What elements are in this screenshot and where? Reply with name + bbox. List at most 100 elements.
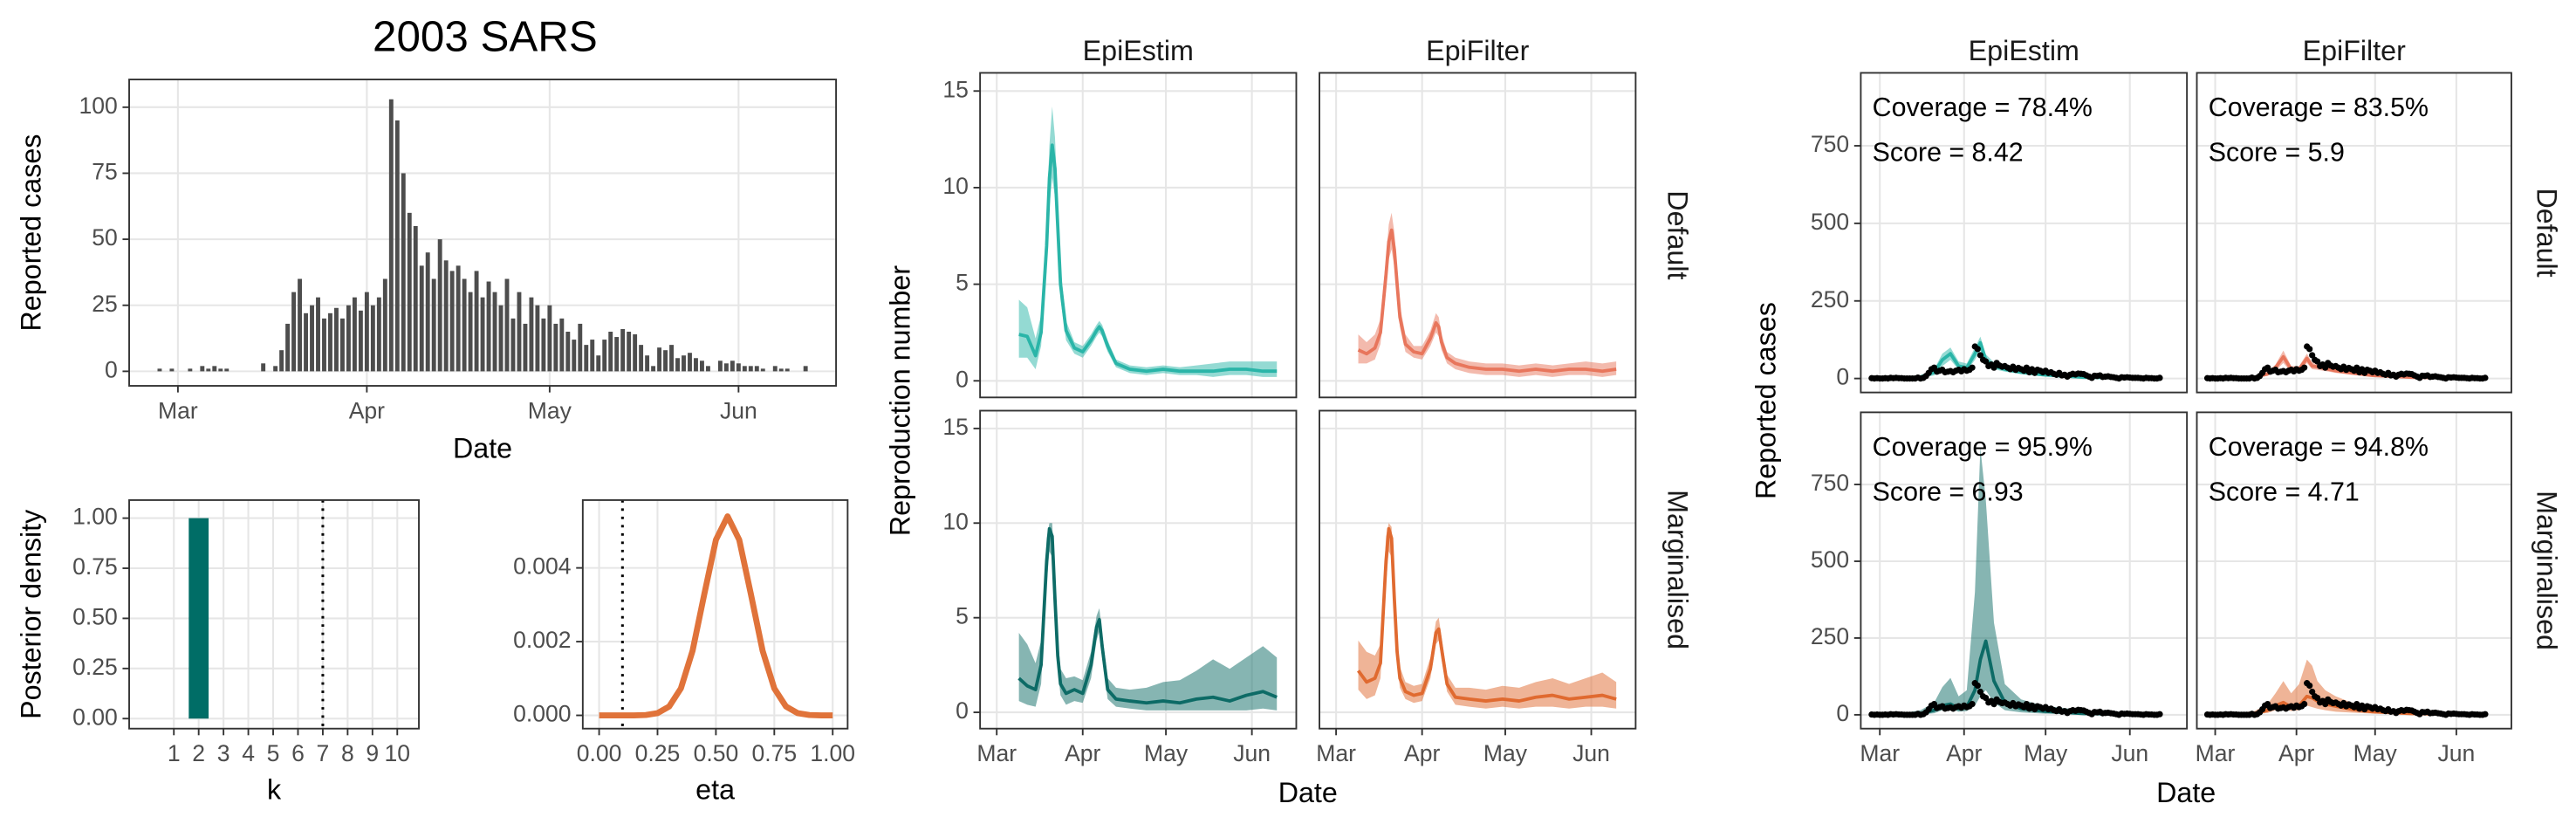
bar xyxy=(803,366,808,372)
bar xyxy=(572,340,577,372)
y-tick-label: 500 xyxy=(1811,209,1849,235)
bar xyxy=(443,260,449,372)
x-tick-label: Jun xyxy=(2111,740,2148,766)
bar xyxy=(316,297,320,372)
y-tick-label: 10 xyxy=(942,508,969,534)
panel-border xyxy=(2196,72,2512,394)
observed-point xyxy=(2314,358,2321,365)
bar xyxy=(736,363,741,372)
ribbon xyxy=(2215,659,2477,715)
bar xyxy=(590,340,595,372)
bar xyxy=(694,358,698,372)
bar xyxy=(188,518,209,719)
y-tick-label: 25 xyxy=(92,291,118,317)
bar xyxy=(310,305,314,372)
bar xyxy=(772,366,778,372)
y-tick-label: 0.75 xyxy=(72,553,118,580)
bar xyxy=(346,305,351,372)
x-tick-label: Apr xyxy=(2278,740,2314,766)
x-tick-label: 9 xyxy=(366,740,379,766)
observed-point xyxy=(2301,364,2308,371)
panel-border xyxy=(128,498,420,730)
bar xyxy=(651,366,656,372)
y-tick-label: 750 xyxy=(1811,131,1849,157)
x-tick-label: Jun xyxy=(1233,740,1271,766)
x-tick-label: 4 xyxy=(242,740,255,766)
y-tick-label: 0 xyxy=(1836,364,1849,390)
bar xyxy=(285,323,291,372)
strip-label: EpiEstim xyxy=(1969,35,2079,66)
y-tick-label: 75 xyxy=(92,158,118,184)
bar xyxy=(218,368,223,372)
bar xyxy=(602,340,607,372)
y-tick-label: 5 xyxy=(956,270,969,296)
bar xyxy=(212,366,217,372)
observed-point xyxy=(2156,711,2163,718)
annotation: Score = 4.71 xyxy=(2209,477,2360,506)
strip-label: Default xyxy=(2531,188,2562,277)
x-tick-label: 5 xyxy=(267,740,280,766)
x-tick-label: Mar xyxy=(1316,740,1356,766)
observed-point xyxy=(1990,364,1997,371)
panel-background xyxy=(1860,72,2188,393)
line xyxy=(599,513,833,718)
bar xyxy=(614,337,620,372)
panel-border xyxy=(1860,72,2189,394)
chart-title: 2003 SARS xyxy=(373,13,598,61)
bar xyxy=(682,355,686,372)
bar xyxy=(584,345,589,372)
x-tick-label: 7 xyxy=(317,740,330,766)
bar xyxy=(700,360,704,372)
x-tick-label: May xyxy=(2024,740,2068,766)
bar xyxy=(413,225,418,372)
bar xyxy=(157,368,162,372)
x-tick-label: 1.00 xyxy=(810,740,855,766)
y-tick-label: 15 xyxy=(942,414,969,440)
observed-point xyxy=(2306,682,2313,690)
x-tick-label: May xyxy=(1144,740,1189,766)
y-axis-title: Reported cases xyxy=(1750,302,1782,499)
line xyxy=(1018,143,1278,374)
panel-border xyxy=(979,409,1298,730)
bar xyxy=(273,366,278,372)
y-tick-label: 0.000 xyxy=(513,701,571,727)
y-axis-title: Reported cases xyxy=(16,134,47,332)
observed-point xyxy=(2353,364,2360,371)
bar xyxy=(565,332,571,372)
observed-point xyxy=(1990,700,1997,708)
bar xyxy=(723,363,729,372)
x-tick-label: Mar xyxy=(976,740,1017,766)
bar xyxy=(358,310,363,372)
bar xyxy=(784,368,790,372)
x-axis-title: Date xyxy=(453,433,512,464)
bar xyxy=(382,278,387,372)
bar xyxy=(742,366,747,372)
y-tick-label: 0 xyxy=(956,697,969,724)
bar xyxy=(206,368,211,372)
bar xyxy=(291,292,297,372)
bar xyxy=(370,305,375,372)
y-tick-label: 0.25 xyxy=(72,654,118,680)
bar xyxy=(596,355,601,372)
bar xyxy=(200,366,205,372)
bar xyxy=(705,366,710,372)
bar xyxy=(627,332,632,372)
x-tick-label: Apr xyxy=(1065,740,1100,766)
bar xyxy=(224,368,230,372)
x-axis-title: Date xyxy=(2156,777,2216,808)
bar xyxy=(717,360,723,372)
observed-point xyxy=(1983,358,1990,365)
bar xyxy=(510,318,516,372)
y-tick-label: 250 xyxy=(1811,286,1849,312)
observed-point xyxy=(2482,711,2489,718)
annotation: Coverage = 95.9% xyxy=(1873,433,2093,462)
observed-point xyxy=(2322,364,2329,371)
bar xyxy=(468,292,473,372)
bar xyxy=(523,323,528,372)
bar xyxy=(778,368,784,372)
x-tick-label: Mar xyxy=(2196,740,2236,766)
bar xyxy=(407,212,412,372)
line xyxy=(1357,526,1617,703)
x-tick-label: Mar xyxy=(1860,740,1900,766)
line xyxy=(1357,228,1617,374)
